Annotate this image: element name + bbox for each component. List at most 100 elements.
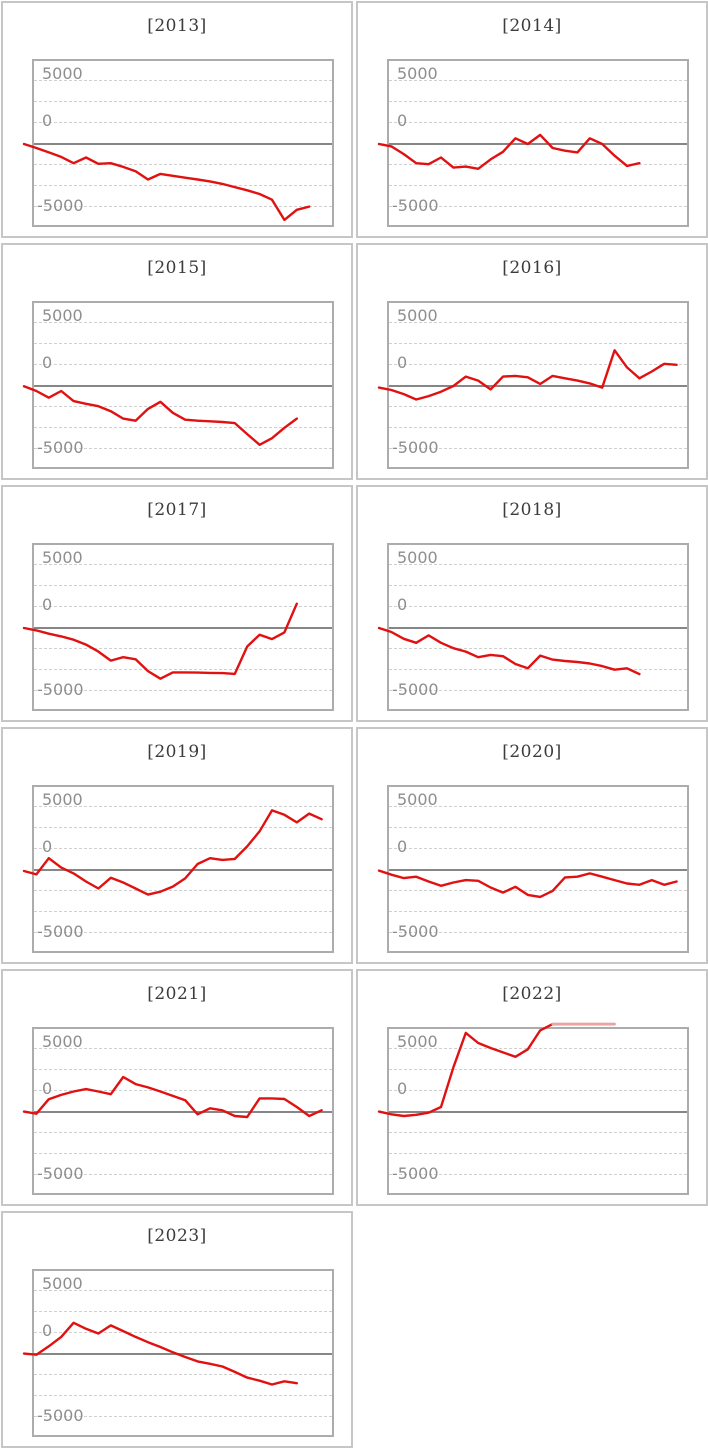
- chart-title: [2017]: [147, 500, 207, 520]
- y-axis-label-minus5000: -5000: [37, 1406, 84, 1425]
- gridline: [389, 1090, 687, 1091]
- chart-card-2023: [2023] 5000 0 -5000: [1, 1211, 353, 1448]
- y-axis-label-5000: 5000: [42, 306, 83, 325]
- gridline: [34, 322, 332, 323]
- gridline: [34, 185, 332, 186]
- plot-area: 5000 0 -5000: [387, 1027, 689, 1195]
- gridline: [389, 164, 687, 165]
- y-axis-label-0: 0: [397, 1079, 408, 1098]
- chart-card-2021: [2021] 5000 0 -5000: [1, 969, 353, 1206]
- zero-line: [34, 1353, 332, 1355]
- y-axis-label-5000: 5000: [42, 790, 83, 809]
- zero-line: [389, 627, 687, 629]
- y-axis-label-minus5000: -5000: [392, 196, 439, 215]
- gridline: [34, 1416, 332, 1417]
- y-axis-label-minus5000: -5000: [37, 680, 84, 699]
- gridline: [34, 1290, 332, 1291]
- gridline: [389, 669, 687, 670]
- y-axis-label-0: 0: [42, 1321, 53, 1340]
- y-axis-label-5000: 5000: [397, 306, 438, 325]
- gridline: [389, 1069, 687, 1070]
- gridline: [34, 848, 332, 849]
- gridline: [389, 1174, 687, 1175]
- zero-line: [34, 1111, 332, 1113]
- y-axis-label-0: 0: [397, 111, 408, 130]
- y-axis-label-5000: 5000: [42, 64, 83, 83]
- y-axis-label-minus5000: -5000: [37, 1164, 84, 1183]
- zero-line: [34, 143, 332, 145]
- gridline: [389, 364, 687, 365]
- gridline: [34, 1069, 332, 1070]
- y-axis-label-0: 0: [42, 111, 53, 130]
- gridline: [389, 448, 687, 449]
- plot-area: 5000 0 -5000: [387, 301, 689, 469]
- zero-line: [389, 385, 687, 387]
- gridline: [34, 1132, 332, 1133]
- y-axis-label-0: 0: [397, 353, 408, 372]
- y-axis-label-5000: 5000: [397, 1032, 438, 1051]
- plot-area: 5000 0 -5000: [32, 1269, 334, 1437]
- zero-line: [34, 627, 332, 629]
- gridline: [34, 911, 332, 912]
- gridline: [34, 80, 332, 81]
- gridline: [34, 406, 332, 407]
- gridline: [34, 164, 332, 165]
- gridline: [34, 932, 332, 933]
- gridline: [34, 1374, 332, 1375]
- gridline: [389, 585, 687, 586]
- y-axis-label-minus5000: -5000: [392, 438, 439, 457]
- chart-card-2019: [2019] 5000 0 -5000: [1, 727, 353, 964]
- chart-card-2013: [2013] 5000 0 -5000: [1, 1, 353, 238]
- gridline: [34, 806, 332, 807]
- gridline: [34, 606, 332, 607]
- chart-card-2018: [2018] 5000 0 -5000: [356, 485, 708, 722]
- gridline: [34, 890, 332, 891]
- gridline: [34, 364, 332, 365]
- chart-card-2016: [2016] 5000 0 -5000: [356, 243, 708, 480]
- gridline: [34, 564, 332, 565]
- y-axis-label-0: 0: [42, 837, 53, 856]
- chart-title: [2019]: [147, 742, 207, 762]
- chart-title: [2022]: [502, 984, 562, 1004]
- chart-title: [2018]: [502, 500, 562, 520]
- y-axis-label-5000: 5000: [42, 548, 83, 567]
- y-axis-label-5000: 5000: [42, 1274, 83, 1293]
- chart-title: [2013]: [147, 16, 207, 36]
- y-axis-label-minus5000: -5000: [392, 1164, 439, 1183]
- gridline: [34, 1090, 332, 1091]
- chart-title: [2021]: [147, 984, 207, 1004]
- gridline: [389, 185, 687, 186]
- y-axis-label-5000: 5000: [397, 548, 438, 567]
- gridline: [389, 806, 687, 807]
- gridline: [389, 1132, 687, 1133]
- gridline: [389, 406, 687, 407]
- gridline: [389, 1153, 687, 1154]
- y-axis-label-5000: 5000: [397, 64, 438, 83]
- gridline: [34, 1048, 332, 1049]
- gridline: [389, 322, 687, 323]
- gridline: [34, 585, 332, 586]
- plot-area: 5000 0 -5000: [32, 543, 334, 711]
- gridline: [389, 80, 687, 81]
- chart-card-2017: [2017] 5000 0 -5000: [1, 485, 353, 722]
- gridline: [389, 690, 687, 691]
- y-axis-label-0: 0: [42, 595, 53, 614]
- gridline: [389, 890, 687, 891]
- gridline: [34, 1332, 332, 1333]
- y-axis-label-5000: 5000: [42, 1032, 83, 1051]
- y-axis-label-0: 0: [42, 353, 53, 372]
- chart-card-2014: [2014] 5000 0 -5000: [356, 1, 708, 238]
- zero-line: [389, 143, 687, 145]
- gridline: [389, 932, 687, 933]
- gridline: [389, 911, 687, 912]
- gridline: [389, 427, 687, 428]
- gridline: [34, 101, 332, 102]
- gridline: [389, 101, 687, 102]
- gridline: [34, 122, 332, 123]
- gridline: [389, 848, 687, 849]
- gridline: [34, 1395, 332, 1396]
- zero-line: [389, 1111, 687, 1113]
- gridline: [34, 343, 332, 344]
- gridline: [34, 1174, 332, 1175]
